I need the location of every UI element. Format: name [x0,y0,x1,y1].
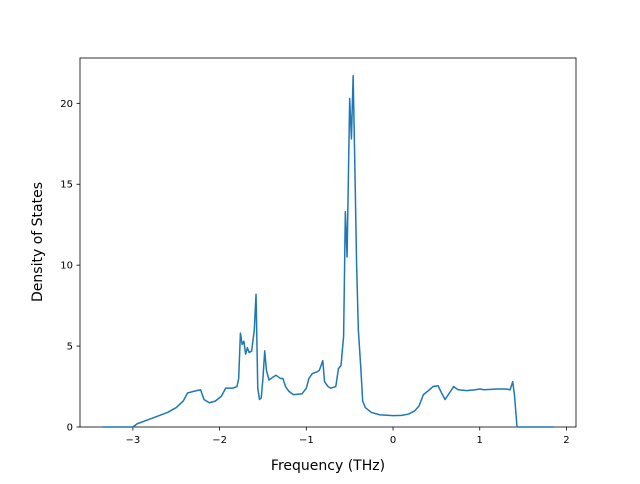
x-tick-label: −2 [212,435,227,446]
y-tick-label: 5 [67,342,73,353]
x-tick-label: −1 [299,435,314,446]
y-tick-label: 15 [60,180,73,191]
dos-line [102,75,554,428]
x-axis-label: Frequency (THz) [271,458,385,474]
y-tick-label: 0 [67,423,73,434]
y-tick-label: 20 [60,99,73,110]
y-tick-label: 10 [60,261,73,272]
x-tick-label: 2 [563,435,569,446]
x-tick-label: 1 [477,435,483,446]
y-axis-label: Density of States [30,182,46,302]
x-tick-label: 0 [390,435,396,446]
plot-frame [79,57,577,428]
x-tick-label: −3 [126,435,141,446]
